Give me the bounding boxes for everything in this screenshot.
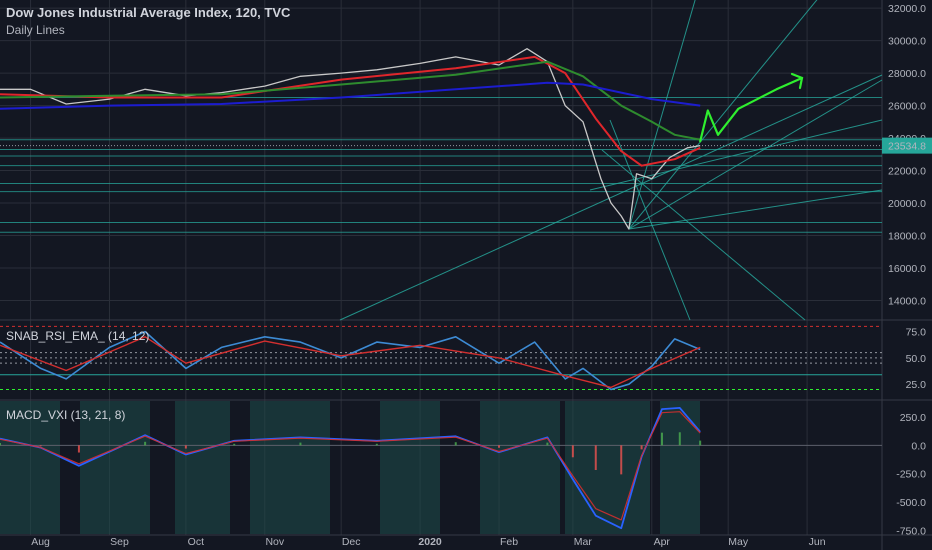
macd-shaded-band	[250, 401, 330, 534]
price-series-line	[0, 48, 701, 230]
trend-line	[628, 0, 818, 230]
macd-tick-label: -750.0	[896, 525, 926, 537]
price-tick-label: 32000.0	[888, 3, 926, 15]
trend-line	[628, 0, 696, 230]
macd-histogram-bar	[498, 445, 501, 448]
price-tick-label: 30000.0	[888, 36, 926, 48]
macd-shaded-band	[480, 401, 560, 534]
last-price-badge	[882, 137, 932, 154]
macd-shaded-band	[380, 401, 440, 534]
month-tick-label: Oct	[188, 536, 204, 548]
macd-tick-label: 0.0	[911, 440, 926, 452]
month-tick-label: Mar	[574, 536, 593, 548]
month-tick-label: Jun	[809, 536, 826, 548]
macd-histogram-bar	[546, 442, 549, 446]
rsi-indicator-label[interactable]: SNAB_RSI_EMA_ (14, 12)	[6, 329, 150, 343]
macd-shaded-band	[565, 401, 650, 534]
macd-histogram-bar	[594, 445, 597, 470]
moving-average-green	[0, 60, 701, 141]
macd-tick-label: 250.0	[900, 412, 926, 424]
chart-title: Dow Jones Industrial Average Index, 120,…	[6, 5, 291, 20]
month-tick-label: May	[728, 536, 749, 548]
macd-histogram-bar	[39, 445, 42, 447]
price-tick-label: 22000.0	[888, 166, 926, 178]
rsi-tick-label: 25.0	[906, 379, 927, 391]
macd-histogram-bar	[144, 441, 147, 446]
month-tick-label: Sep	[110, 536, 129, 548]
chart-subtitle: Daily Lines	[6, 23, 65, 37]
rsi-tick-label: 50.0	[906, 353, 927, 365]
macd-histogram-bar	[375, 443, 378, 446]
price-tick-label: 28000.0	[888, 68, 926, 80]
last-price-badge-label: 23534.8	[888, 141, 926, 153]
macd-shaded-band	[660, 401, 700, 534]
macd-shaded-band	[175, 401, 230, 534]
macd-histogram-bar	[571, 445, 574, 458]
rsi-tick-label: 75.0	[906, 327, 927, 339]
macd-histogram-bar	[620, 445, 623, 475]
trend-line	[339, 74, 883, 321]
macd-histogram-bar	[299, 442, 302, 446]
month-tick-label: 2020	[418, 536, 442, 548]
macd-tick-label: -500.0	[896, 497, 926, 509]
trend-line	[589, 119, 883, 191]
macd-histogram-bar	[233, 443, 236, 446]
price-tick-label: 18000.0	[888, 231, 926, 243]
macd-histogram-bar	[0, 442, 1, 446]
trend-line	[628, 189, 883, 230]
month-tick-label: Apr	[654, 536, 671, 548]
moving-average-red	[0, 55, 701, 167]
macd-histogram-bar	[184, 445, 187, 449]
price-tick-label: 16000.0	[888, 263, 926, 275]
macd-histogram-bar	[699, 440, 702, 446]
macd-shaded-band	[80, 401, 150, 534]
macd-indicator-label[interactable]: MACD_VXI (13, 21, 8)	[6, 408, 126, 422]
macd-histogram-bar	[678, 432, 681, 446]
macd-shaded-band	[0, 401, 60, 534]
macd-histogram-bar	[640, 445, 643, 450]
price-tick-label: 26000.0	[888, 101, 926, 113]
month-tick-label: Nov	[265, 536, 284, 548]
rsi-ema-line	[0, 336, 701, 389]
macd-histogram-bar	[660, 432, 663, 446]
price-tick-label: 20000.0	[888, 198, 926, 210]
month-tick-label: Aug	[31, 536, 50, 548]
macd-tick-label: -250.0	[896, 469, 926, 481]
projection-arrowhead	[790, 72, 804, 90]
macd-histogram-bar	[77, 445, 80, 453]
month-tick-label: Dec	[342, 536, 361, 548]
price-tick-label: 14000.0	[888, 296, 926, 308]
rsi-line	[0, 330, 701, 391]
macd-histogram-bar	[454, 442, 457, 446]
macd-signal-line	[0, 411, 701, 521]
month-tick-label: Feb	[500, 536, 518, 548]
moving-average-blue	[0, 81, 701, 110]
projection-line	[699, 76, 804, 143]
trend-line	[628, 79, 883, 230]
